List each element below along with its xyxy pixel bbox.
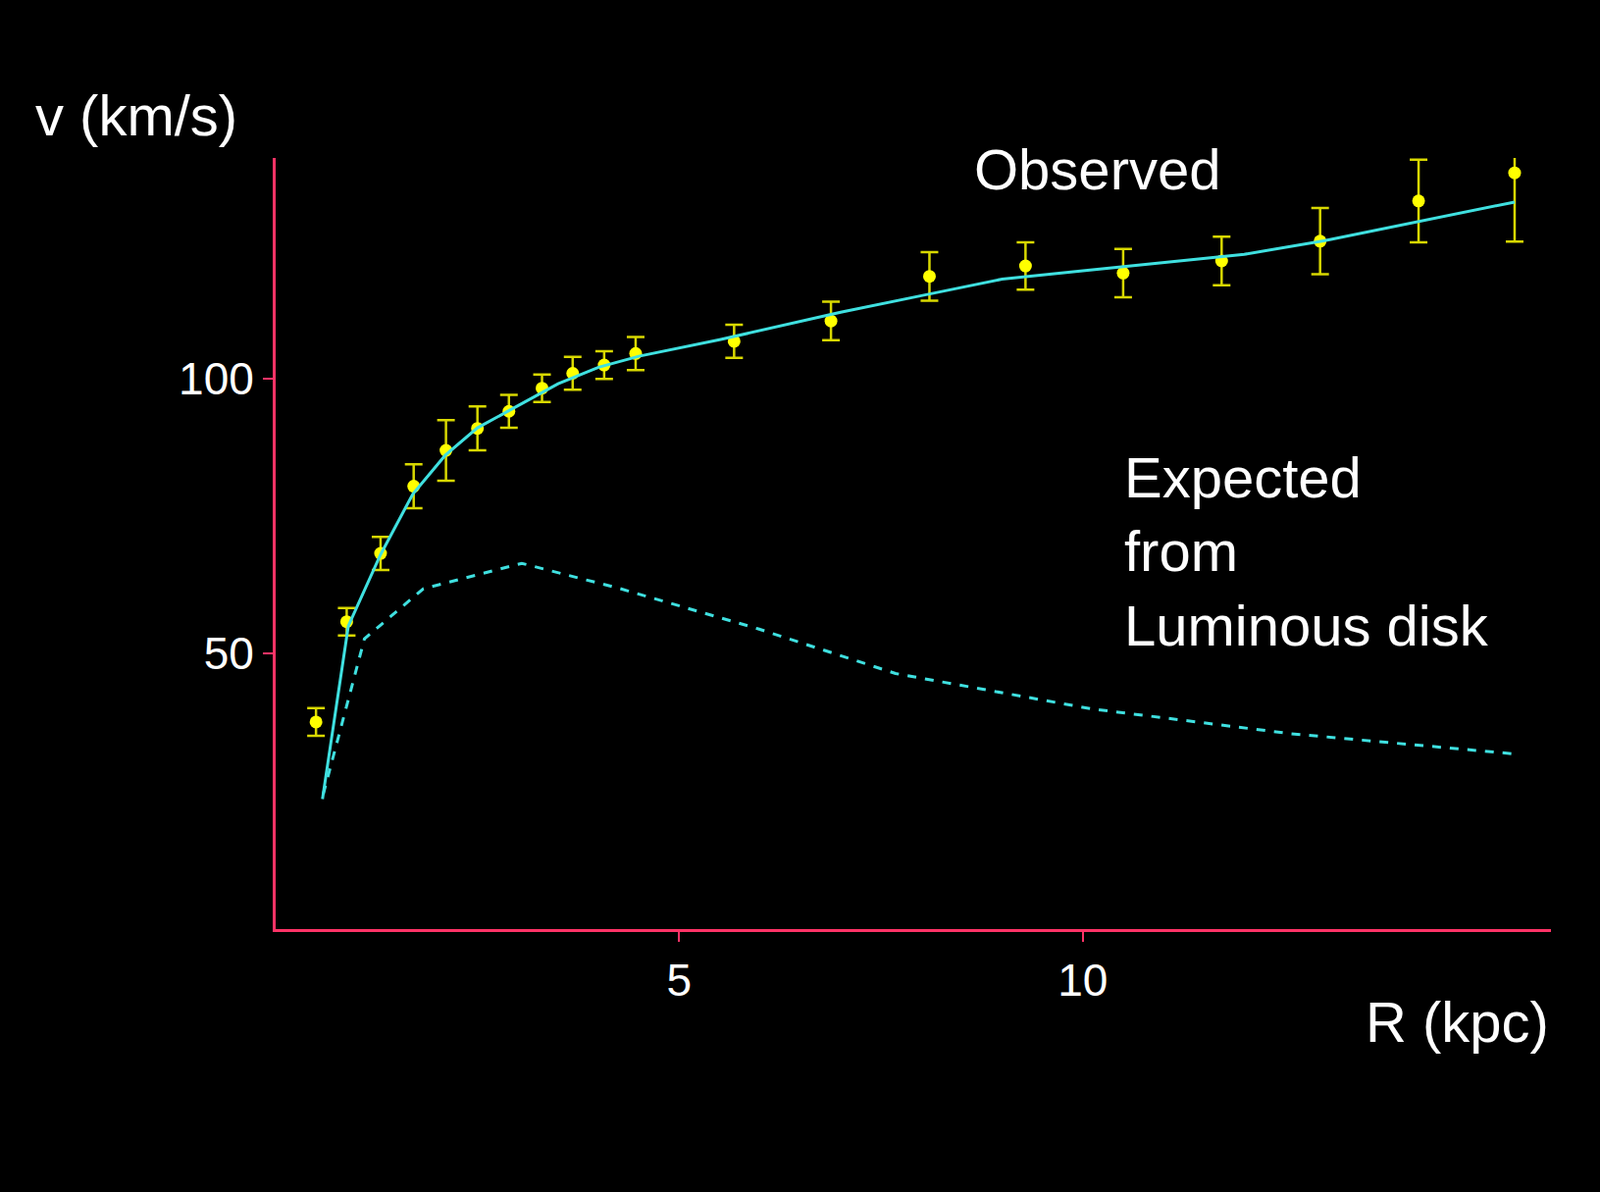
svg-text:5: 5: [667, 954, 693, 1006]
svg-text:ExpectedfromLuminous disk: ExpectedfromLuminous disk: [1124, 445, 1490, 658]
svg-text:50: 50: [204, 627, 255, 679]
svg-text:Observed: Observed: [974, 137, 1221, 202]
svg-text:100: 100: [178, 353, 255, 405]
svg-text:10: 10: [1057, 954, 1108, 1006]
svg-text:v (km/s): v (km/s): [35, 83, 238, 148]
svg-text:R (kpc): R (kpc): [1365, 989, 1549, 1054]
